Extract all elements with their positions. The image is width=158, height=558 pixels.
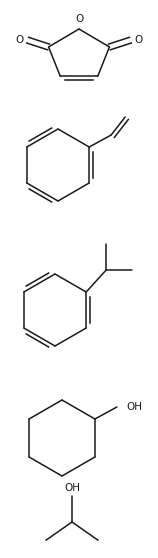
Text: OH: OH [64,483,80,493]
Text: OH: OH [126,402,142,412]
Text: O: O [15,35,24,45]
Text: O: O [75,14,83,24]
Text: O: O [134,35,143,45]
